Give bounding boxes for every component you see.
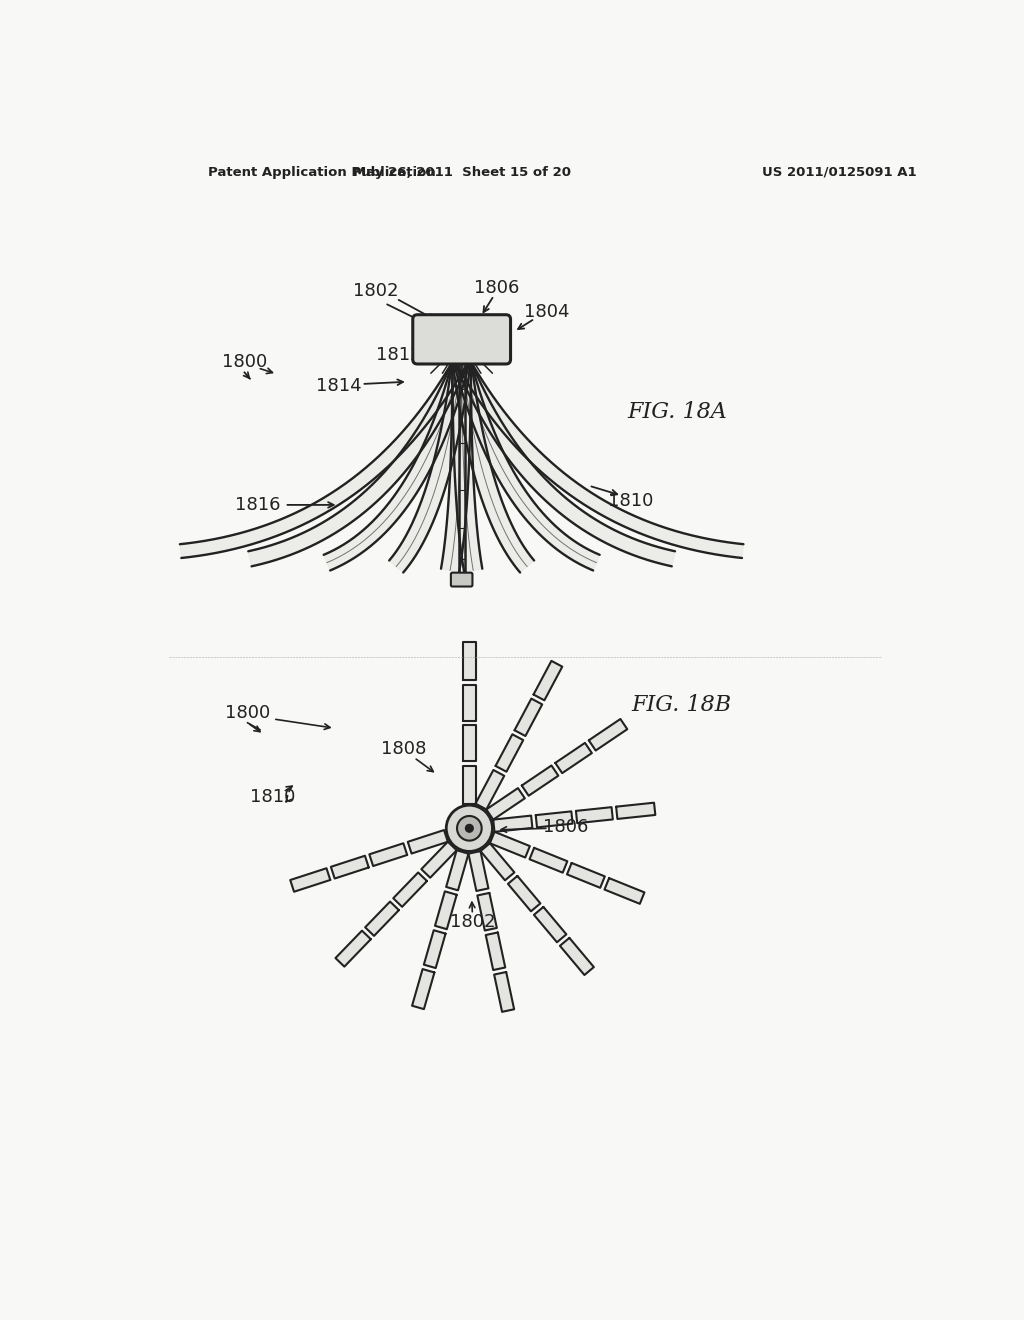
Polygon shape <box>421 842 457 878</box>
Circle shape <box>457 816 481 841</box>
Polygon shape <box>514 698 543 737</box>
Text: FIG. 18B: FIG. 18B <box>631 694 731 717</box>
Text: 1804: 1804 <box>523 304 569 321</box>
Text: 1806: 1806 <box>543 818 589 836</box>
Text: 1812: 1812 <box>376 346 421 364</box>
Polygon shape <box>180 356 468 558</box>
Polygon shape <box>324 358 470 570</box>
Text: 1816: 1816 <box>234 496 281 513</box>
Polygon shape <box>248 356 469 566</box>
Polygon shape <box>463 685 475 721</box>
Polygon shape <box>522 766 558 796</box>
Text: US 2011/0125091 A1: US 2011/0125091 A1 <box>762 166 916 178</box>
Polygon shape <box>475 770 504 809</box>
Polygon shape <box>489 832 529 858</box>
Polygon shape <box>441 359 471 572</box>
Polygon shape <box>456 356 743 558</box>
Polygon shape <box>567 863 605 888</box>
Polygon shape <box>589 719 628 751</box>
Polygon shape <box>494 816 532 832</box>
Polygon shape <box>455 356 675 566</box>
Polygon shape <box>485 932 505 970</box>
Polygon shape <box>534 907 566 942</box>
Polygon shape <box>453 359 482 572</box>
Polygon shape <box>408 830 447 854</box>
Circle shape <box>446 805 493 851</box>
Text: 1802: 1802 <box>451 913 496 931</box>
Polygon shape <box>496 734 523 772</box>
Text: May 26, 2011  Sheet 15 of 20: May 26, 2011 Sheet 15 of 20 <box>352 166 570 178</box>
Polygon shape <box>536 812 572 828</box>
FancyBboxPatch shape <box>451 573 472 586</box>
Circle shape <box>466 825 473 832</box>
Polygon shape <box>480 843 514 880</box>
FancyBboxPatch shape <box>413 314 511 364</box>
Text: Patent Application Publication: Patent Application Publication <box>208 166 435 178</box>
Polygon shape <box>370 843 408 866</box>
Polygon shape <box>454 358 600 570</box>
Polygon shape <box>486 788 525 820</box>
Polygon shape <box>412 969 434 1008</box>
Text: 1800: 1800 <box>225 704 270 722</box>
Text: 1810: 1810 <box>608 492 653 510</box>
Polygon shape <box>508 876 541 911</box>
Polygon shape <box>468 851 488 891</box>
Polygon shape <box>424 931 445 968</box>
Polygon shape <box>575 807 612 824</box>
Text: 1800: 1800 <box>222 354 267 371</box>
Text: 1808: 1808 <box>381 741 427 758</box>
Text: 1814: 1814 <box>315 376 361 395</box>
Text: FIG. 18A: FIG. 18A <box>628 401 727 424</box>
Text: 1810: 1810 <box>250 788 296 807</box>
Polygon shape <box>331 855 369 879</box>
Polygon shape <box>463 766 475 804</box>
Polygon shape <box>435 891 457 929</box>
Polygon shape <box>336 931 371 966</box>
Polygon shape <box>463 725 475 760</box>
Polygon shape <box>453 358 535 573</box>
Polygon shape <box>495 972 514 1012</box>
Polygon shape <box>555 743 592 774</box>
Polygon shape <box>446 850 469 890</box>
Polygon shape <box>463 642 475 680</box>
Polygon shape <box>366 902 399 936</box>
Polygon shape <box>529 847 567 873</box>
Polygon shape <box>616 803 655 818</box>
Text: 1806: 1806 <box>474 279 519 297</box>
Polygon shape <box>389 358 471 573</box>
Polygon shape <box>604 878 644 904</box>
Polygon shape <box>534 661 562 701</box>
Polygon shape <box>393 873 427 907</box>
Polygon shape <box>290 869 331 892</box>
Polygon shape <box>560 939 594 975</box>
Text: 1802: 1802 <box>352 282 398 300</box>
Polygon shape <box>477 892 497 931</box>
